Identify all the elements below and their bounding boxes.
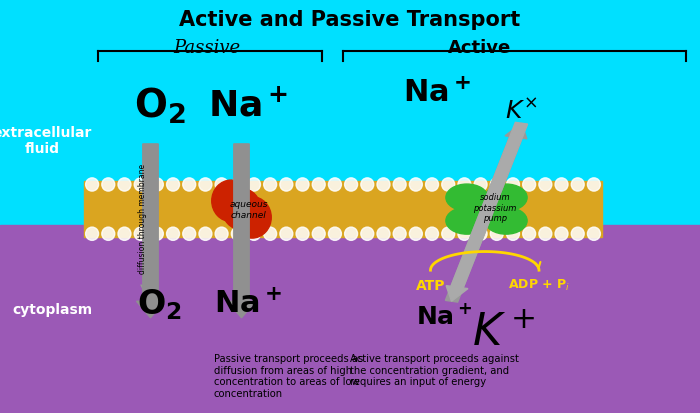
Ellipse shape — [150, 228, 163, 241]
Ellipse shape — [442, 228, 455, 241]
Text: extracellular
fluid: extracellular fluid — [0, 126, 92, 155]
Ellipse shape — [555, 228, 568, 241]
Text: $\mathit{K^{\times}}$: $\mathit{K^{\times}}$ — [505, 99, 538, 124]
Ellipse shape — [150, 178, 163, 192]
Ellipse shape — [490, 228, 503, 241]
Ellipse shape — [446, 185, 488, 211]
Ellipse shape — [587, 178, 601, 192]
Ellipse shape — [85, 178, 99, 192]
Ellipse shape — [458, 178, 471, 192]
Ellipse shape — [312, 228, 326, 241]
Ellipse shape — [490, 178, 503, 192]
Ellipse shape — [118, 228, 131, 241]
Ellipse shape — [587, 228, 601, 241]
Ellipse shape — [474, 178, 487, 192]
Ellipse shape — [328, 228, 342, 241]
Ellipse shape — [555, 178, 568, 192]
Ellipse shape — [232, 197, 272, 239]
Ellipse shape — [485, 208, 527, 235]
Text: $\mathbf{Na^+}$: $\mathbf{Na^+}$ — [403, 78, 472, 107]
Ellipse shape — [118, 178, 131, 192]
Bar — [0, 225, 700, 413]
Ellipse shape — [248, 228, 260, 241]
Ellipse shape — [507, 178, 519, 192]
Ellipse shape — [539, 178, 552, 192]
Ellipse shape — [183, 178, 196, 192]
Text: $\mathit{K^+}$: $\mathit{K^+}$ — [473, 311, 536, 354]
Ellipse shape — [134, 178, 147, 192]
Ellipse shape — [183, 228, 196, 241]
Ellipse shape — [410, 228, 422, 241]
FancyArrow shape — [136, 145, 164, 318]
FancyArrow shape — [446, 123, 528, 301]
Text: Active transport proceeds against
the concentration gradient, and
requires an in: Active transport proceeds against the co… — [350, 353, 519, 386]
Ellipse shape — [507, 228, 519, 241]
Text: ATP: ATP — [416, 278, 445, 292]
Ellipse shape — [377, 178, 390, 192]
Ellipse shape — [296, 228, 309, 241]
Text: $\mathbf{O_2}$: $\mathbf{O_2}$ — [137, 286, 182, 321]
Ellipse shape — [215, 178, 228, 192]
Ellipse shape — [222, 189, 260, 230]
Bar — [84, 182, 602, 237]
FancyArrow shape — [445, 124, 527, 302]
Ellipse shape — [312, 178, 326, 192]
Ellipse shape — [344, 228, 358, 241]
Text: Passive transport proceeds as
diffusion from areas of high
concentration to area: Passive transport proceeds as diffusion … — [214, 353, 363, 398]
Ellipse shape — [377, 228, 390, 241]
Ellipse shape — [231, 178, 244, 192]
Ellipse shape — [523, 228, 536, 241]
Ellipse shape — [571, 178, 584, 192]
Text: Active and Passive Transport: Active and Passive Transport — [179, 10, 521, 30]
Text: ADP + P$_i$: ADP + P$_i$ — [508, 278, 570, 292]
Ellipse shape — [328, 178, 342, 192]
Ellipse shape — [231, 228, 244, 241]
Ellipse shape — [248, 178, 260, 192]
Text: $\mathbf{Na^+}$: $\mathbf{Na^+}$ — [214, 289, 283, 318]
FancyArrow shape — [228, 145, 256, 318]
Ellipse shape — [393, 228, 406, 241]
Ellipse shape — [458, 228, 471, 241]
Ellipse shape — [199, 178, 212, 192]
Ellipse shape — [134, 228, 147, 241]
Ellipse shape — [211, 181, 251, 222]
Ellipse shape — [85, 228, 99, 241]
Text: cytoplasm: cytoplasm — [13, 303, 92, 317]
Ellipse shape — [571, 228, 584, 241]
Ellipse shape — [167, 228, 179, 241]
Text: Passive: Passive — [173, 39, 240, 57]
Text: $\mathbf{Na^+}$: $\mathbf{Na^+}$ — [416, 304, 473, 328]
Ellipse shape — [446, 208, 488, 235]
Ellipse shape — [485, 185, 527, 211]
Ellipse shape — [426, 178, 438, 192]
Ellipse shape — [539, 228, 552, 241]
Text: aqueous
channel: aqueous channel — [230, 200, 267, 219]
Ellipse shape — [280, 228, 293, 241]
Text: sodium
potassium
pump: sodium potassium pump — [473, 193, 517, 222]
Ellipse shape — [102, 228, 115, 241]
Ellipse shape — [280, 178, 293, 192]
Ellipse shape — [410, 178, 422, 192]
Text: $\mathbf{O_2}$: $\mathbf{O_2}$ — [134, 85, 186, 126]
Ellipse shape — [264, 178, 276, 192]
Ellipse shape — [426, 228, 438, 241]
Ellipse shape — [474, 228, 487, 241]
Ellipse shape — [199, 228, 212, 241]
Ellipse shape — [523, 178, 536, 192]
Ellipse shape — [344, 178, 358, 192]
Ellipse shape — [296, 178, 309, 192]
Ellipse shape — [393, 178, 406, 192]
Ellipse shape — [360, 228, 374, 241]
Ellipse shape — [102, 178, 115, 192]
Ellipse shape — [167, 178, 179, 192]
Ellipse shape — [264, 228, 276, 241]
Ellipse shape — [360, 178, 374, 192]
Text: $\mathbf{Na^+}$: $\mathbf{Na^+}$ — [209, 88, 288, 123]
Ellipse shape — [442, 178, 455, 192]
Text: Active: Active — [448, 39, 511, 57]
Text: diffusion through membrane: diffusion through membrane — [138, 164, 146, 274]
Ellipse shape — [215, 228, 228, 241]
